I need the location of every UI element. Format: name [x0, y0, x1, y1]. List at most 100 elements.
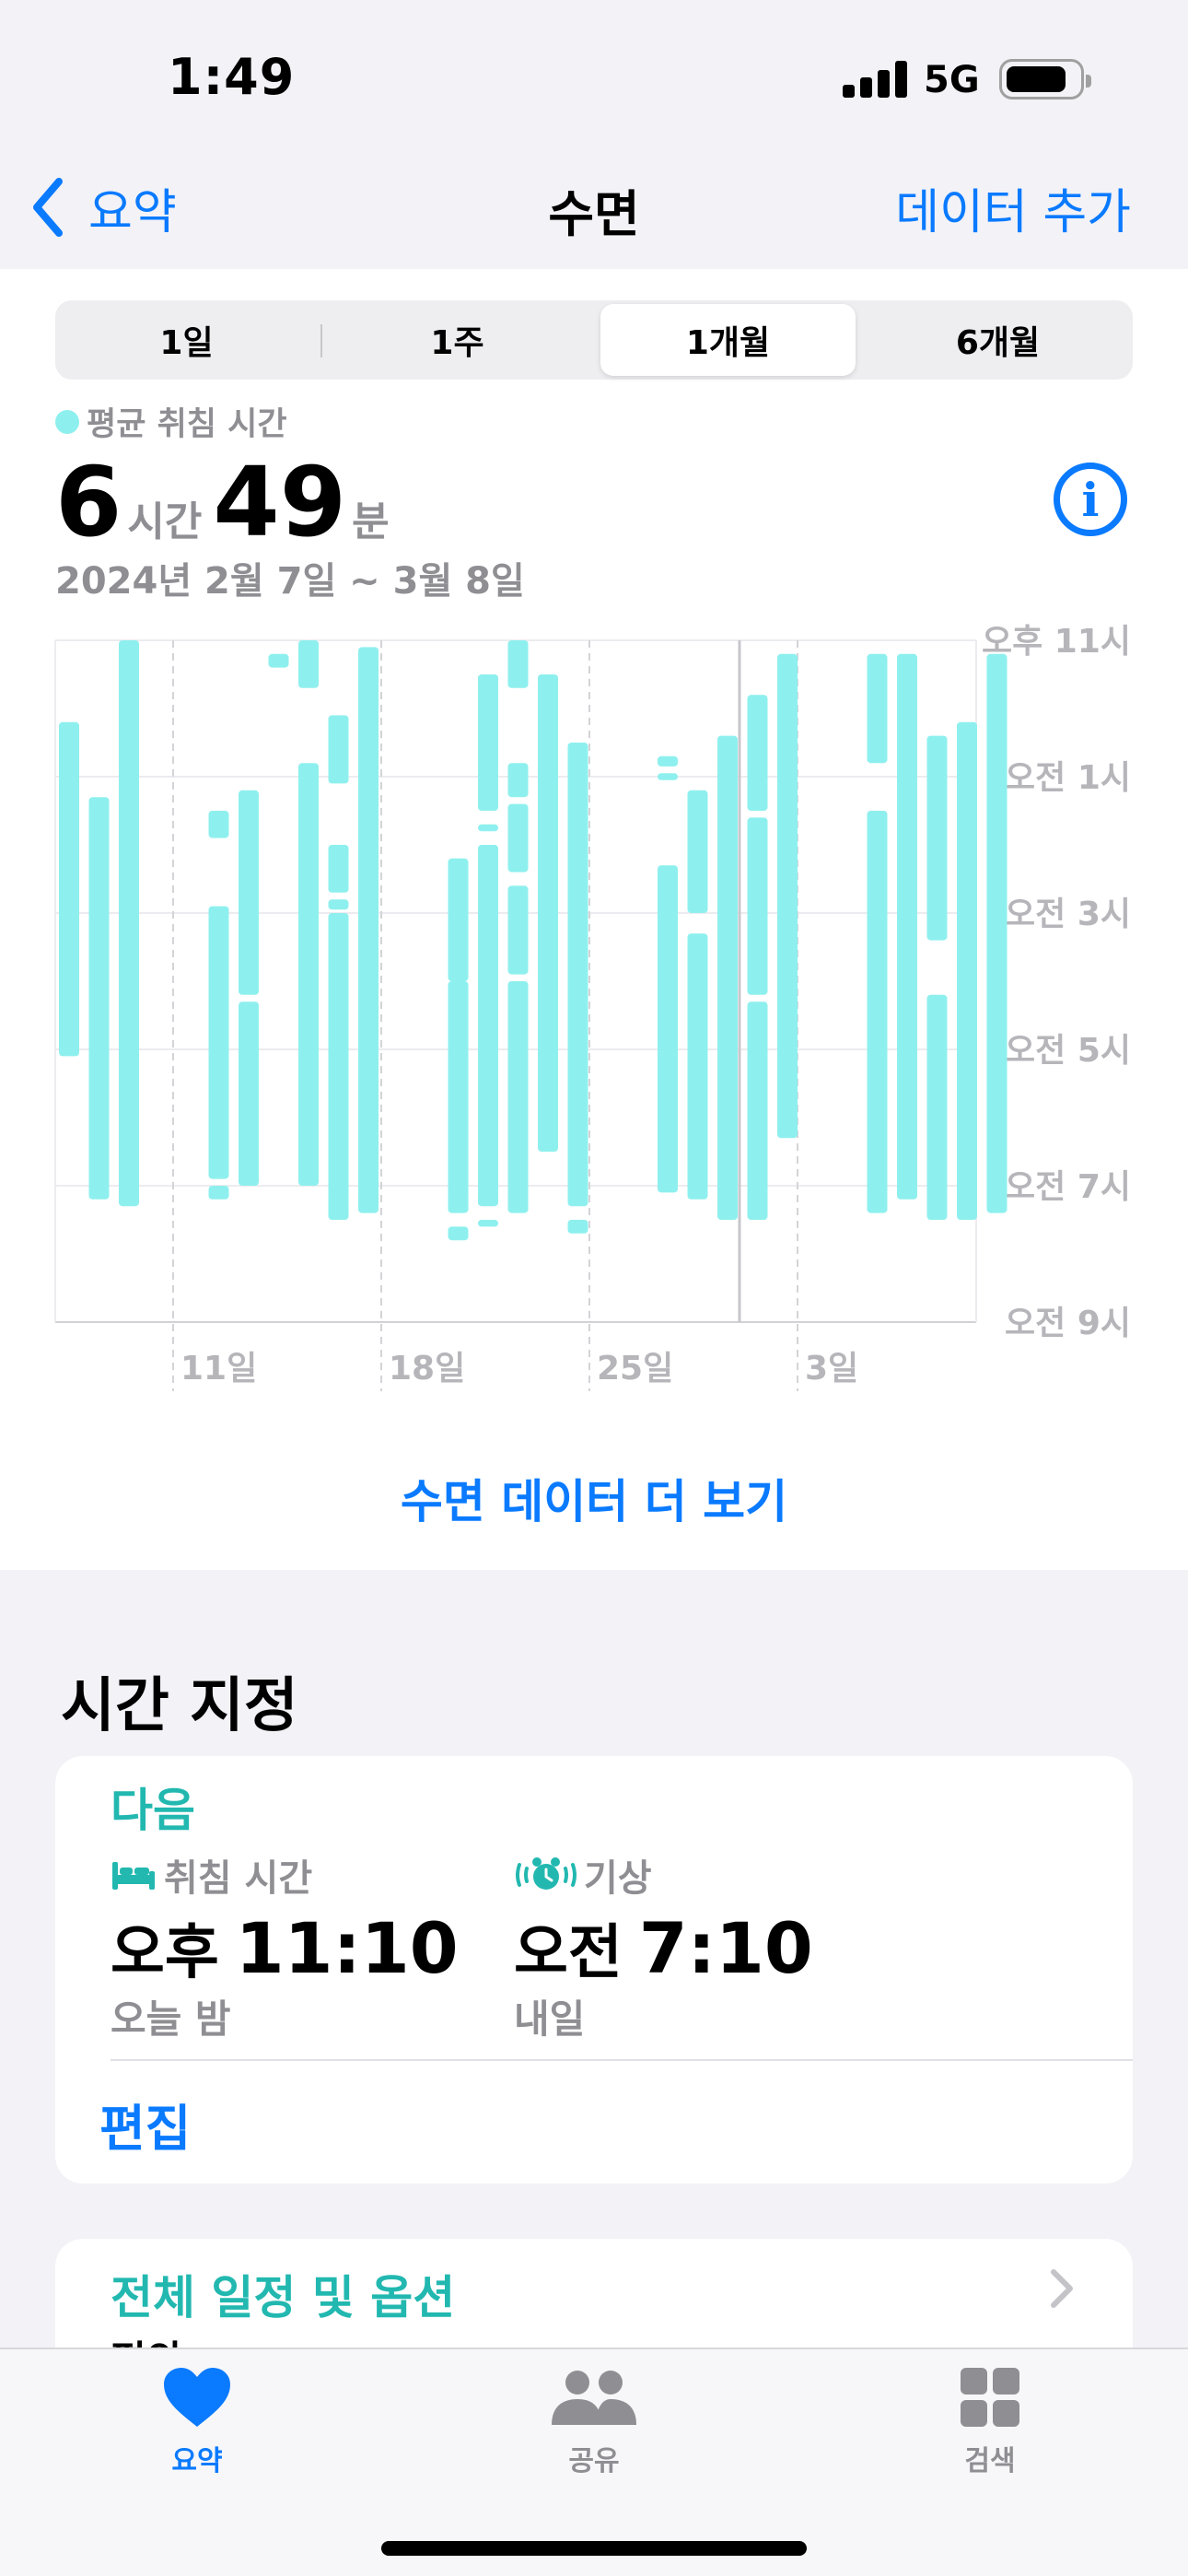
chevron-right-icon — [1051, 2269, 1073, 2308]
bed-icon — [112, 1862, 155, 1890]
back-label: 요약 — [88, 184, 177, 240]
segment-1day[interactable]: 1일 — [159, 324, 214, 362]
sleep-bar — [926, 994, 948, 1220]
bedtime-sub: 오늘 밤 — [111, 1996, 231, 2042]
sleep-bar — [507, 640, 529, 688]
sleep-bar — [448, 1226, 469, 1241]
sleep-bar — [328, 715, 349, 784]
hours-value: 6 — [55, 446, 122, 558]
sleep-bar — [268, 653, 289, 668]
sleep-bar — [298, 763, 319, 1186]
sleep-bar — [208, 906, 229, 1179]
more-sleep-data-link[interactable]: 수면 데이터 더 보기 — [400, 1475, 788, 1528]
alarm-clock-icon — [516, 1857, 577, 1890]
bedtime-label: 취침 시간 — [111, 1848, 312, 1902]
sleep-bar — [448, 981, 469, 1213]
add-data-button[interactable]: 데이터 추가 — [895, 185, 1131, 240]
legend-dot — [55, 409, 79, 434]
sleep-bar — [478, 824, 498, 832]
sleep-bar — [926, 735, 948, 941]
grid-icon — [961, 2368, 1019, 2427]
tab-search[interactable]: 검색 — [898, 2366, 1082, 2478]
y-axis-label: 오전 5시 — [1005, 1032, 1131, 1070]
sleep-bar — [957, 721, 977, 1220]
sleep-bar — [208, 811, 229, 838]
sleep-bar — [59, 721, 79, 1057]
people-icon — [552, 2371, 636, 2425]
y-axis-label: 오전 3시 — [1005, 896, 1131, 933]
sleep-bar — [448, 858, 469, 981]
sleep-bar — [658, 865, 678, 1193]
sleep-bar — [658, 773, 678, 780]
sleep-bar — [867, 811, 888, 1213]
back-button[interactable]: 요약 — [31, 170, 177, 244]
schedule-section-title: 시간 지정 — [61, 1672, 298, 1740]
tab-sharing-label: 공유 — [568, 2445, 620, 2477]
sleep-bar — [328, 899, 349, 910]
sleep-bar — [567, 743, 588, 1207]
full-schedule-options-label: 전체 일정 및 옵션 — [111, 2271, 456, 2324]
wake-sub: 내일 — [514, 1996, 586, 2042]
schedule-divider — [111, 2059, 1133, 2061]
schedule-card — [55, 1756, 1133, 2184]
next-label: 다음 — [111, 1784, 195, 1837]
wake-label: 기상 — [514, 1848, 652, 1902]
sleep-bar — [478, 674, 498, 811]
legend-label: 평균 취침 시간 — [87, 406, 287, 443]
tab-sharing[interactable]: 공유 — [502, 2366, 686, 2478]
minutes-value: 49 — [213, 446, 347, 558]
sleep-bar — [119, 640, 139, 1207]
sleep-bar — [867, 653, 888, 764]
tab-summary[interactable]: 요약 — [105, 2366, 289, 2478]
sleep-bar — [239, 790, 259, 995]
wake-ampm: 오전 — [514, 1919, 623, 1987]
y-axis-label: 오전 9시 — [1005, 1305, 1131, 1342]
sleep-bar — [567, 1220, 588, 1234]
sleep-bar — [478, 845, 498, 1207]
x-axis-label: 11일 — [181, 1350, 257, 1388]
sleep-bar — [507, 803, 529, 872]
x-axis-label: 3일 — [805, 1350, 858, 1388]
sleep-bar — [239, 1001, 259, 1186]
tab-search-label: 검색 — [964, 2445, 1016, 2477]
range-segmented-control[interactable]: 1일 1주 1개월 6개월 — [55, 300, 1133, 380]
info-icon[interactable]: i — [1054, 463, 1127, 536]
heart-icon — [164, 2368, 230, 2427]
sleep-bar — [208, 1186, 229, 1200]
minutes-unit: 분 — [352, 498, 390, 545]
sleep-bar — [358, 647, 379, 1213]
tab-summary-label: 요약 — [171, 2445, 223, 2477]
sleep-bar — [507, 885, 529, 975]
sleep-bar — [478, 1220, 498, 1227]
sleep-bar — [747, 695, 768, 811]
y-axis-label: 오전 1시 — [1005, 759, 1131, 797]
edit-schedule-button[interactable]: 편집 — [99, 2100, 192, 2158]
sleep-bar — [986, 653, 1007, 1213]
network-type: 5G — [924, 59, 980, 101]
x-axis-label: 18일 — [389, 1350, 465, 1388]
bedtime-clock: 11:10 — [235, 1907, 459, 1989]
sleep-bar — [687, 790, 708, 913]
y-axis-label: 오전 7시 — [1005, 1168, 1131, 1206]
status-time: 1:49 — [168, 48, 296, 106]
sleep-bar — [507, 763, 529, 798]
chart-legend: 평균 취침 시간 — [55, 398, 287, 445]
x-axis-label: 25일 — [597, 1350, 673, 1388]
hours-unit: 시간 — [127, 498, 203, 545]
signal-icon — [843, 61, 907, 98]
battery-icon — [999, 59, 1091, 100]
segment-1month[interactable]: 1개월 — [600, 304, 856, 376]
sleep-bar — [507, 981, 529, 1213]
sleep-bar — [298, 640, 319, 688]
sleep-bar — [658, 755, 678, 767]
sleep-bar — [717, 735, 738, 1220]
sleep-bar — [897, 653, 917, 1200]
y-axis-label: 오후 11시 — [982, 623, 1131, 661]
sleep-bar — [538, 674, 558, 1152]
home-indicator — [381, 2541, 807, 2556]
segment-1week[interactable]: 1주 — [430, 324, 484, 362]
segment-6months[interactable]: 6개월 — [955, 324, 1041, 362]
sleep-bar — [777, 653, 798, 1139]
average-sleep-value: 6 시간 49 분 — [55, 446, 401, 558]
